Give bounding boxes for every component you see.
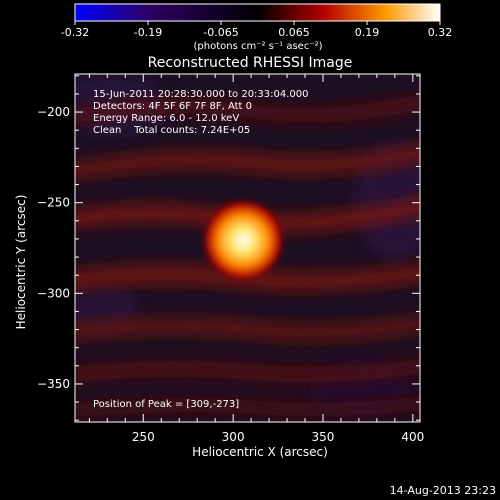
- x-tick-label: 300: [222, 430, 245, 444]
- heatmap-image: [75, 74, 420, 422]
- x-axis: 250 300 350 400: [88, 74, 424, 444]
- y-tick-label: −200: [37, 105, 70, 119]
- annotation-detectors: Detectors: 4F 5F 6F 7F 8F, Att 0: [93, 101, 252, 112]
- x-tick-label: 350: [312, 430, 335, 444]
- colorbar-tick-label: 0.19: [355, 26, 380, 39]
- plot-frame: [74, 73, 421, 423]
- y-axis: −200 −250 −300 −350: [37, 75, 420, 421]
- x-tick-label: 400: [401, 430, 424, 444]
- footer-timestamp: 14-Aug-2013 23:23: [390, 484, 496, 497]
- colorbar-tick-label: 0.065: [278, 26, 310, 39]
- x-tick-label: 250: [132, 430, 155, 444]
- y-axis-label: Heliocentric Y (arcsec): [14, 195, 28, 330]
- y-tick-label: −300: [37, 286, 70, 300]
- annotation-counts: Clean Total counts: 7.24E+05: [93, 125, 250, 136]
- x-axis-label: Heliocentric X (arcsec): [192, 445, 328, 459]
- annotation-energy: Energy Range: 6.0 - 12.0 keV: [93, 113, 239, 124]
- colorbar: [74, 3, 441, 22]
- colorbar-units: (photons cm⁻² s⁻¹ asec⁻²): [193, 41, 322, 52]
- colorbar-ticks: [74, 21, 441, 25]
- colorbar-tick-label: -0.065: [203, 26, 238, 39]
- annotation-time: 15-Jun-2011 20:28:30.000 to 20:33:04.000: [93, 89, 309, 100]
- peak-source: [201, 198, 286, 283]
- chart-title: Reconstructed RHESSI Image: [148, 55, 353, 71]
- colorbar-tick-label: -0.32: [61, 26, 89, 39]
- colorbar-tick-label: 0.32: [428, 26, 453, 39]
- y-tick-label: −350: [37, 377, 70, 391]
- colorbar-tick-label: -0.19: [134, 26, 162, 39]
- annotation-peak: Position of Peak = [309,-273]: [93, 399, 239, 410]
- y-tick-label: −250: [37, 196, 70, 210]
